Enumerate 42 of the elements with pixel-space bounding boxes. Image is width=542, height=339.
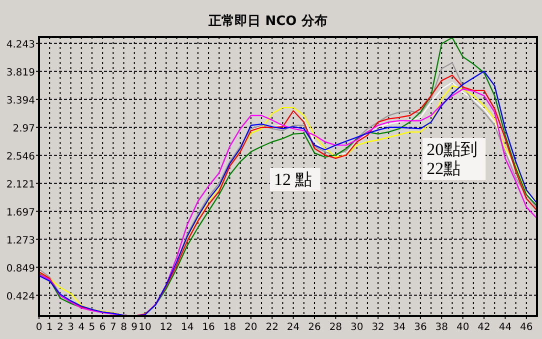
x-tick-label: 36 — [414, 322, 427, 333]
y-tick-label: 2.546 — [6, 151, 35, 162]
x-tick-label: 5 — [88, 322, 96, 333]
x-tick-label: 9 — [131, 322, 138, 333]
x-tick-label: 28 — [329, 322, 342, 333]
x-tick-label: 22 — [266, 322, 278, 333]
x-tick-label: 2 — [57, 322, 64, 333]
y-tick-label: 2.97 — [12, 123, 35, 134]
y-tick-label: 3.819 — [6, 67, 35, 78]
x-tick-label: 6 — [99, 322, 106, 333]
x-tick-label: 24 — [286, 322, 300, 333]
x-tick-label: 32 — [372, 322, 384, 333]
x-tick-label: 30 — [350, 322, 364, 333]
x-tick-label: 40 — [456, 322, 470, 333]
annotation: 20點到 22點 — [426, 140, 478, 178]
x-tick-label: 34 — [392, 322, 406, 333]
x-tick-label: 0 — [36, 322, 42, 333]
x-tick-label: 3 — [68, 322, 74, 333]
x-tick-label: 12 — [160, 322, 173, 333]
x-tick-label: 26 — [308, 322, 321, 333]
y-tick-label: 1.273 — [6, 235, 35, 246]
x-tick-label: 44 — [498, 322, 512, 333]
x-tick-label: 7 — [110, 322, 116, 333]
y-tick-label: 1.697 — [6, 207, 35, 218]
y-tick-label: 4.243 — [6, 39, 35, 50]
x-tick-label: 20 — [244, 322, 258, 333]
y-tick-label: 0.849 — [6, 263, 35, 274]
y-tick-label: 0.424 — [6, 291, 35, 302]
x-tick-label: 14 — [180, 322, 194, 333]
x-tick-label: 38 — [435, 322, 448, 333]
annotation: 12 點 — [274, 170, 312, 189]
x-tick-label: 1 — [46, 322, 53, 333]
x-tick-label: 16 — [202, 322, 215, 333]
y-tick-label: 3.394 — [6, 95, 35, 106]
x-tick-label: 10 — [138, 322, 152, 333]
x-tick-label: 42 — [478, 322, 490, 333]
y-tick-label: 2.121 — [6, 179, 35, 190]
x-tick-label: 18 — [223, 322, 236, 333]
chart-title: 正常即日 NCO 分布 — [208, 14, 328, 29]
x-tick-label: 46 — [520, 322, 533, 333]
x-tick-label: 4 — [78, 322, 85, 333]
x-tick-label: 8 — [120, 322, 127, 333]
